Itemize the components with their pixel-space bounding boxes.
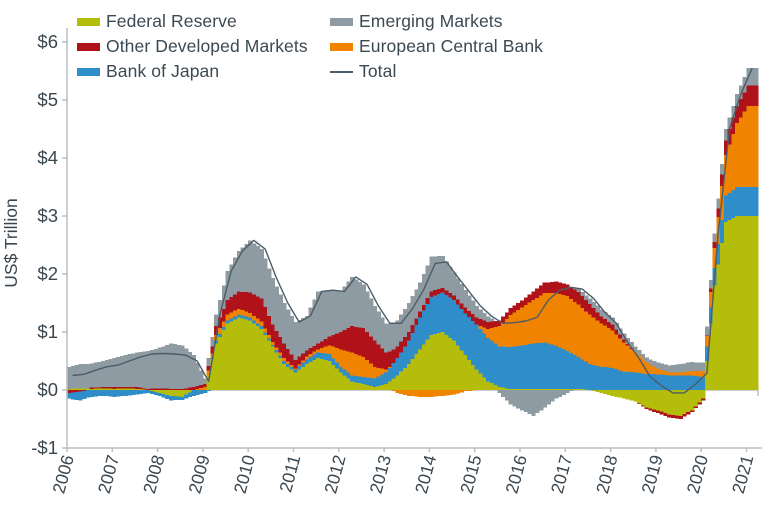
bank-of-japan-swatch-icon [77,67,100,76]
x-tick-label: 2021 [728,453,757,496]
x-axis: 2006 2007 2008 2009 2010 2011 2012 2013 2014 2015… [48,448,757,496]
legend-item-bank-of-japan: Bank of Japan [77,59,308,84]
legend-item-emerging-markets: Emerging Markets [330,9,543,34]
x-tick-label: 2018 [592,453,621,496]
x-tick-label: 2020 [683,453,712,496]
legend-item-other-developed-markets: Other Developed Markets [77,34,308,59]
federal-reserve-swatch-icon [77,17,100,26]
x-tick-label: 2007 [94,453,123,496]
x-tick-label: 2008 [139,453,168,496]
x-tick-label: 2016 [501,453,530,496]
y-axis-title: US$ Trillion [1,198,21,287]
legend-item-total: Total [330,59,543,84]
x-tick-label: 2011 [275,453,304,495]
y-tick-label: -$1 [31,437,58,458]
legend-label: Other Developed Markets [106,36,308,56]
legend-item-european-central-bank: European Central Bank [330,34,543,59]
x-tick-label: 2019 [637,453,666,496]
other-developed-markets-swatch-icon [77,42,100,51]
x-tick-label: 2006 [48,453,77,496]
total-line-swatch-icon [330,70,353,73]
legend-column-2: Emerging Markets European Central Bank T… [330,9,543,84]
y-axis: $6 $5 $4 $3 $2 $1 $0 -$1 [31,31,67,458]
total-line [72,67,753,394]
legend-item-federal-reserve: Federal Reserve [77,9,308,34]
x-tick-label: 2010 [230,453,259,496]
y-tick-label: $6 [37,31,58,52]
y-tick-label: $1 [37,321,58,342]
legend-label: Total [359,61,397,81]
emerging-markets-swatch-icon [330,17,353,26]
legend-column-1: Federal Reserve Other Developed Markets … [77,9,308,84]
legend-label: European Central Bank [359,36,544,56]
legend-label: Federal Reserve [106,11,237,31]
x-tick-label: 2014 [411,453,440,496]
legend-label: Bank of Japan [106,61,220,81]
legend-label: Emerging Markets [359,11,503,31]
x-tick-label: 2013 [366,453,395,496]
y-tick-label: $5 [37,89,58,110]
x-tick-label: 2017 [547,453,576,496]
stacked-bars [67,68,759,419]
x-tick-label: 2009 [184,453,213,496]
european-central-bank-swatch-icon [330,42,353,51]
y-tick-label: $3 [37,205,58,226]
x-tick-label: 2015 [456,453,485,496]
x-tick-label: 2012 [320,453,349,496]
y-tick-label: $4 [37,147,58,168]
y-tick-label: $0 [37,379,58,400]
y-tick-label: $2 [37,263,58,284]
